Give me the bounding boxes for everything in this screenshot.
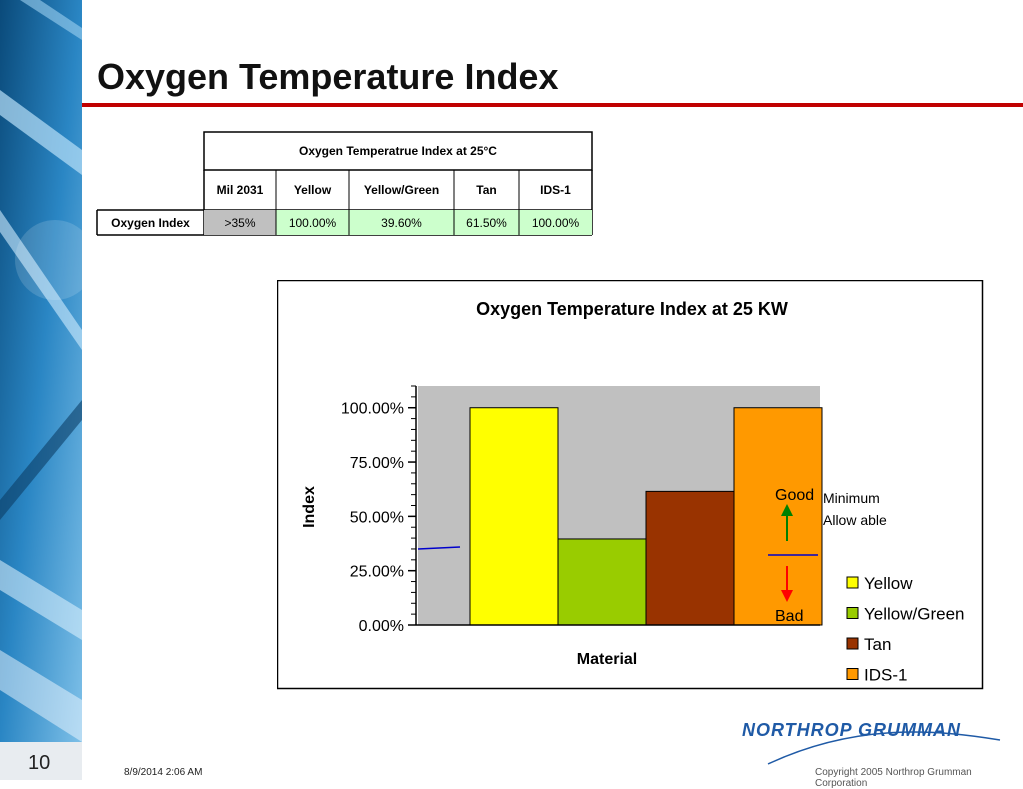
table-cell-mil2031: >35% [224,216,256,230]
table-col-ids1: IDS-1 [540,183,571,197]
table-cell-bg [519,210,592,235]
chart-title: Oxygen Temperature Index at 25 KW [476,299,788,319]
minimum-line-left [417,546,461,550]
decorative-sidebar [0,0,82,742]
legend-label: Tan [864,635,891,654]
y-tick-label: 100.00% [341,401,404,418]
good-label: Good [775,487,814,504]
table-col-tan: Tan [476,183,497,197]
table-col-yellow: Yellow [293,183,332,197]
legend-label: IDS-1 [864,666,907,685]
good-arrow-icon [781,504,793,541]
bar-chart: Oxygen Temperature Index at 25 KW 0.00% 2… [277,280,984,690]
footer-date: 8/9/2014 2:06 AM [124,767,203,778]
slide-title: Oxygen Temperature Index [97,56,559,97]
logo-text: NORTHROP GRUMMAN [742,720,961,740]
table-cell-yellow: 100.00% [288,216,337,230]
y-axis-label: Index [301,486,318,528]
footer-copyright: Copyright 2005 Northrop Grumman Corporat… [815,767,972,789]
bad-label: Bad [775,608,803,625]
page-number-box: 10 [0,742,82,780]
legend-label: Yellow/Green [864,605,965,624]
minimum-label-line2: Allow able [823,512,887,528]
table-cell-tan: 61.50% [466,216,507,230]
x-axis-label: Material [577,651,637,668]
table-header: Oxygen Temperatrue Index at 25°C [299,144,497,158]
minimum-label-line1: Minimum [823,490,880,506]
page-number: 10 [28,752,51,774]
table-col-yellow-green: Yellow/Green [363,183,440,197]
chart-legend: Yellow Yellow/Green Tan IDS-1 [846,574,965,685]
y-tick-label: 0.00% [359,618,404,635]
table-cell-yellow-green: 39.60% [381,216,422,230]
northrop-grumman-logo: NORTHROP GRUMMAN [742,720,1001,765]
title-divider [82,103,1023,107]
y-tick-label: 75.00% [350,455,404,472]
table-cell-bg [454,210,519,235]
bar-yellow [469,407,559,626]
table-cell-bg [204,210,276,235]
y-tick-label: 50.00% [350,509,404,526]
bar-tan [645,490,735,626]
legend-label: Yellow [864,574,913,593]
bar-yellow-green [557,538,647,626]
legend-swatch [846,607,859,619]
table-header-cell [203,131,593,171]
table-cell-bg [349,210,454,235]
legend-swatch [846,576,859,589]
bad-arrow-icon [781,566,793,602]
table-cell-ids1: 100.00% [531,216,580,230]
table-cell-bg [276,210,349,235]
table-col-mil2031: Mil 2031 [216,183,264,197]
y-tick-label: 25.00% [350,564,404,581]
sidebar-background [0,0,82,742]
table-row-label: Oxygen Index [111,216,190,230]
bar-ids-1 [733,407,823,626]
legend-swatch [846,668,859,680]
legend-swatch [846,637,859,650]
